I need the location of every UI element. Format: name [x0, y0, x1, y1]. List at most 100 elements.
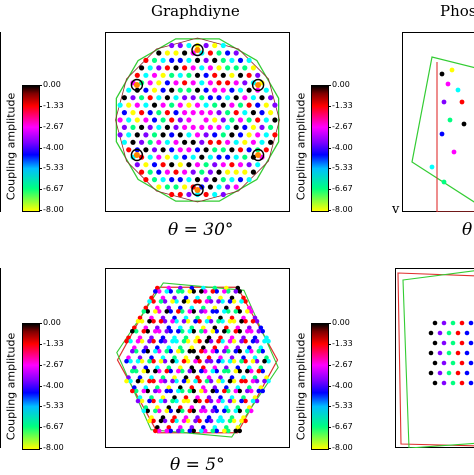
lattice-site — [211, 409, 216, 414]
lattice-site — [165, 125, 170, 130]
lattice-site — [122, 140, 127, 145]
lattice-site — [182, 184, 187, 189]
lattice-site — [251, 379, 256, 384]
colorbar-tick-mark — [39, 344, 42, 345]
lattice-site — [460, 321, 465, 326]
lattice-cluster — [199, 385, 208, 393]
colorbar-tick-mark — [39, 127, 42, 128]
lattice-site — [216, 110, 221, 115]
lattice-site — [264, 88, 269, 93]
lattice-site — [228, 299, 233, 304]
lattice-site — [128, 339, 133, 344]
lattice-cluster — [165, 306, 174, 314]
lattice-cluster — [153, 365, 162, 373]
lattice-cluster — [222, 306, 231, 314]
lattice-cluster — [159, 336, 168, 344]
moire-boundary-red — [398, 273, 474, 446]
lattice-cluster — [228, 375, 237, 383]
highlight-site — [255, 82, 261, 88]
lattice-site — [238, 177, 243, 182]
lattice-site — [159, 419, 164, 424]
lattice-site — [163, 339, 168, 344]
lattice-site — [165, 110, 170, 115]
lattice-site — [188, 329, 193, 334]
lattice-site — [234, 184, 239, 189]
lattice-site — [205, 359, 210, 364]
lattice-site — [130, 389, 135, 394]
lattice-site — [186, 58, 191, 63]
lattice-cluster — [193, 316, 202, 324]
column-title-graphdiyne: Graphdiyne — [151, 2, 240, 20]
lattice-site — [266, 379, 271, 384]
lattice-site — [433, 321, 438, 326]
lattice-site — [151, 359, 156, 364]
lattice-site — [212, 192, 217, 197]
lattice-cluster — [159, 316, 168, 324]
lattice-cluster — [124, 355, 133, 363]
lattice-site — [165, 184, 170, 189]
lattice-site — [251, 95, 256, 100]
lattice-site — [147, 359, 152, 364]
lattice-site — [239, 419, 244, 424]
lattice-site — [147, 319, 152, 324]
lattice-site — [245, 309, 250, 314]
lattice-site — [460, 361, 465, 366]
lattice-site — [165, 309, 170, 314]
lattice-cluster — [234, 385, 243, 393]
lattice-site — [264, 103, 269, 108]
lattice-site — [222, 389, 227, 394]
lattice-site — [153, 389, 158, 394]
lattice-site — [268, 95, 273, 100]
lattice-site — [208, 155, 213, 160]
lattice-site — [222, 429, 227, 434]
lattice-cluster — [153, 306, 162, 314]
lattice-cluster — [182, 316, 191, 324]
lattice-site — [234, 50, 239, 55]
lattice-site — [195, 177, 200, 182]
lattice-site — [143, 88, 148, 93]
lattice-site — [238, 117, 243, 122]
lattice-site — [234, 140, 239, 145]
lattice-site — [245, 389, 250, 394]
lattice-cluster — [188, 306, 197, 314]
lattice-site — [433, 341, 438, 346]
lattice-site — [232, 359, 237, 364]
lattice-cluster — [222, 365, 231, 373]
lattice-cluster — [124, 375, 133, 383]
lattice-site — [165, 140, 170, 145]
lattice-site — [178, 162, 183, 167]
lattice-site — [232, 419, 237, 424]
lattice-site — [143, 162, 148, 167]
lattice-cluster — [211, 405, 220, 413]
lattice-site — [173, 140, 178, 145]
lattice-cluster — [170, 296, 179, 304]
lattice-site — [216, 339, 221, 344]
lattice-site — [147, 339, 152, 344]
lattice-site — [193, 359, 198, 364]
lattice-site — [220, 419, 225, 424]
lattice-site — [130, 125, 135, 130]
lattice-site — [143, 147, 148, 152]
lattice-site — [178, 88, 183, 93]
lattice-site — [216, 379, 221, 384]
lattice-site — [140, 379, 145, 384]
lattice-site — [208, 125, 213, 130]
lattice-site — [148, 95, 153, 100]
lattice-site — [197, 379, 202, 384]
lattice-cluster — [262, 355, 271, 363]
colorbar-tick-mark — [39, 106, 42, 107]
lattice-cluster — [262, 336, 271, 344]
lattice-cluster — [170, 415, 179, 423]
lattice-site — [191, 110, 196, 115]
lattice-site — [234, 65, 239, 70]
lattice-site — [243, 399, 248, 404]
lattice-site — [191, 95, 196, 100]
lattice-site — [221, 132, 226, 137]
left-edge-frame-top — [0, 32, 1, 212]
colorbar-tick-label: -4.00 — [332, 381, 353, 390]
lattice-cluster — [165, 405, 174, 413]
lattice-cluster — [228, 395, 237, 403]
lattice-site — [178, 73, 183, 78]
lattice-site — [151, 319, 156, 324]
lattice-site — [130, 329, 135, 334]
